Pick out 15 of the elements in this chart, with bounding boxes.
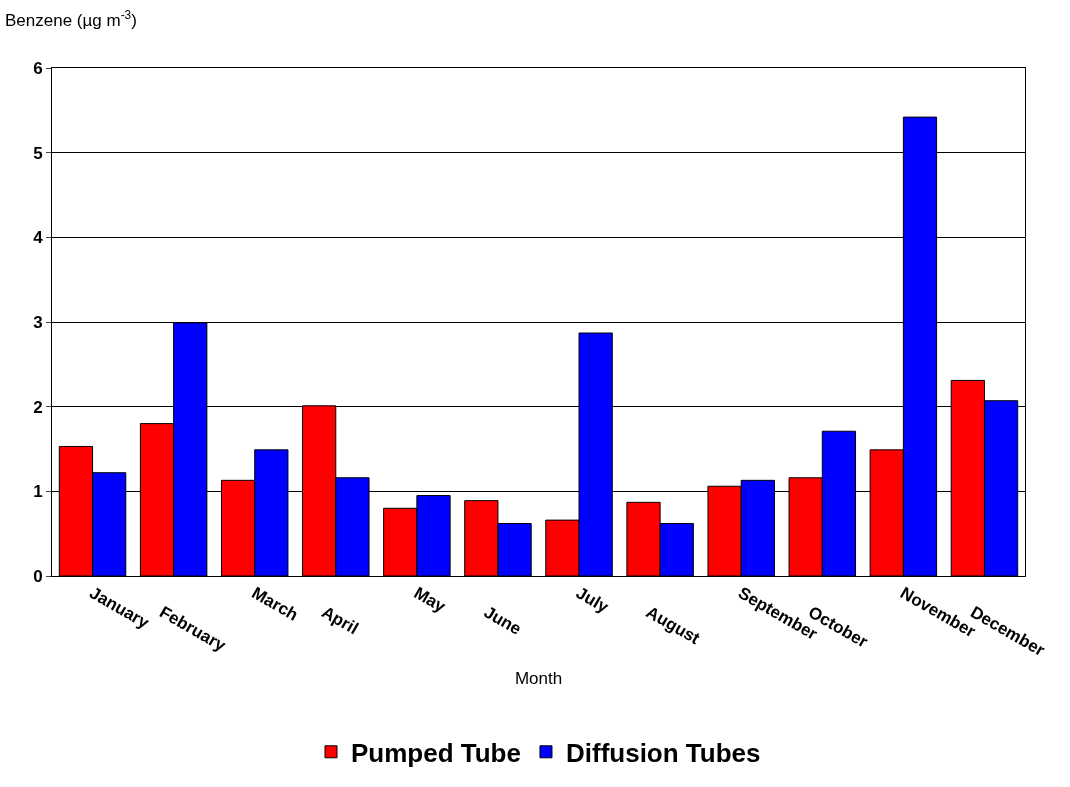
y-tick-label: 4: [33, 228, 44, 248]
x-axis-title: Month: [514, 668, 563, 688]
y-axis-title: Benzene (µg m$^{-3}$): [5, 8, 137, 31]
legend-label: Diffusion Tubes: [565, 737, 761, 768]
x-tick-label: May: [410, 583, 450, 617]
y-tick-label: 3: [33, 312, 43, 332]
x-tick-label: April: [318, 602, 362, 639]
y-tick-label: 5: [33, 143, 43, 163]
legend-label: Pumped Tube: [351, 737, 521, 768]
x-tick-label: July: [572, 583, 613, 618]
y-tick-label: 1: [33, 482, 43, 502]
y-tick-label: 6: [33, 58, 43, 78]
y-tick-label: 2: [33, 397, 43, 417]
y-tick-label: 0: [33, 566, 43, 586]
x-tick-label: June: [480, 602, 525, 639]
